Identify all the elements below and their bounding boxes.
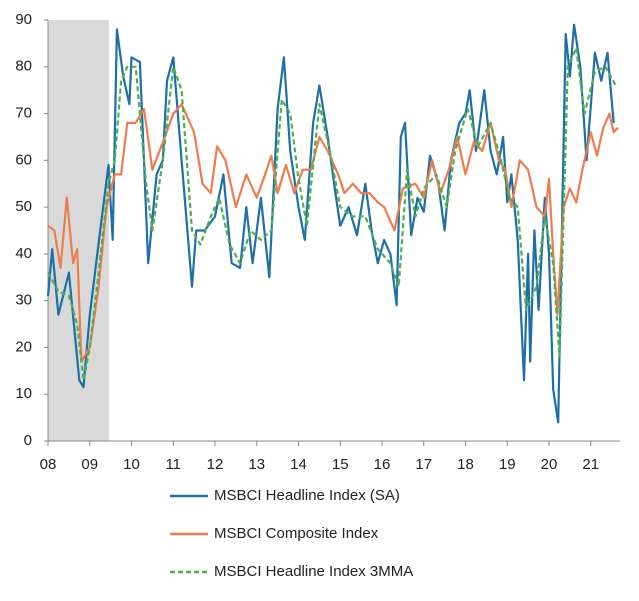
x-tick-label: 19	[499, 456, 516, 473]
x-tick-label: 20	[541, 456, 558, 473]
x-tick-label: 18	[457, 456, 474, 473]
y-tick-label: 10	[15, 385, 32, 402]
y-tick-label: 20	[15, 338, 32, 355]
legend-label: MSBCI Headline Index (SA)	[214, 487, 400, 504]
legend-label: MSBCI Headline Index 3MMA	[214, 563, 413, 580]
x-tick-label: 08	[40, 456, 57, 473]
legend-label: MSBCI Composite Index	[214, 525, 379, 542]
x-tick-label: 10	[123, 456, 140, 473]
y-tick-label: 90	[15, 11, 32, 28]
series-line	[47, 47, 617, 382]
x-tick-label: 11	[165, 456, 181, 473]
x-tick-label: 14	[290, 456, 307, 473]
y-tick-label: 60	[15, 151, 32, 168]
y-tick-label: 30	[15, 292, 32, 309]
y-tick-label: 40	[15, 245, 32, 262]
x-tick-label: 16	[374, 456, 391, 473]
y-tick-label: 80	[15, 58, 32, 75]
series-line	[46, 23, 615, 424]
y-tick-label: 0	[24, 432, 32, 449]
y-tick-label: 50	[15, 198, 32, 215]
series-line	[47, 103, 619, 363]
x-tick-label: 15	[332, 456, 349, 473]
x-tick-label: 21	[582, 456, 599, 473]
x-tick-label: 09	[81, 456, 98, 473]
x-tick-label: 17	[415, 456, 432, 473]
x-tick-label: 12	[207, 456, 224, 473]
x-tick-label: 13	[248, 456, 265, 473]
y-tick-label: 70	[15, 105, 32, 122]
